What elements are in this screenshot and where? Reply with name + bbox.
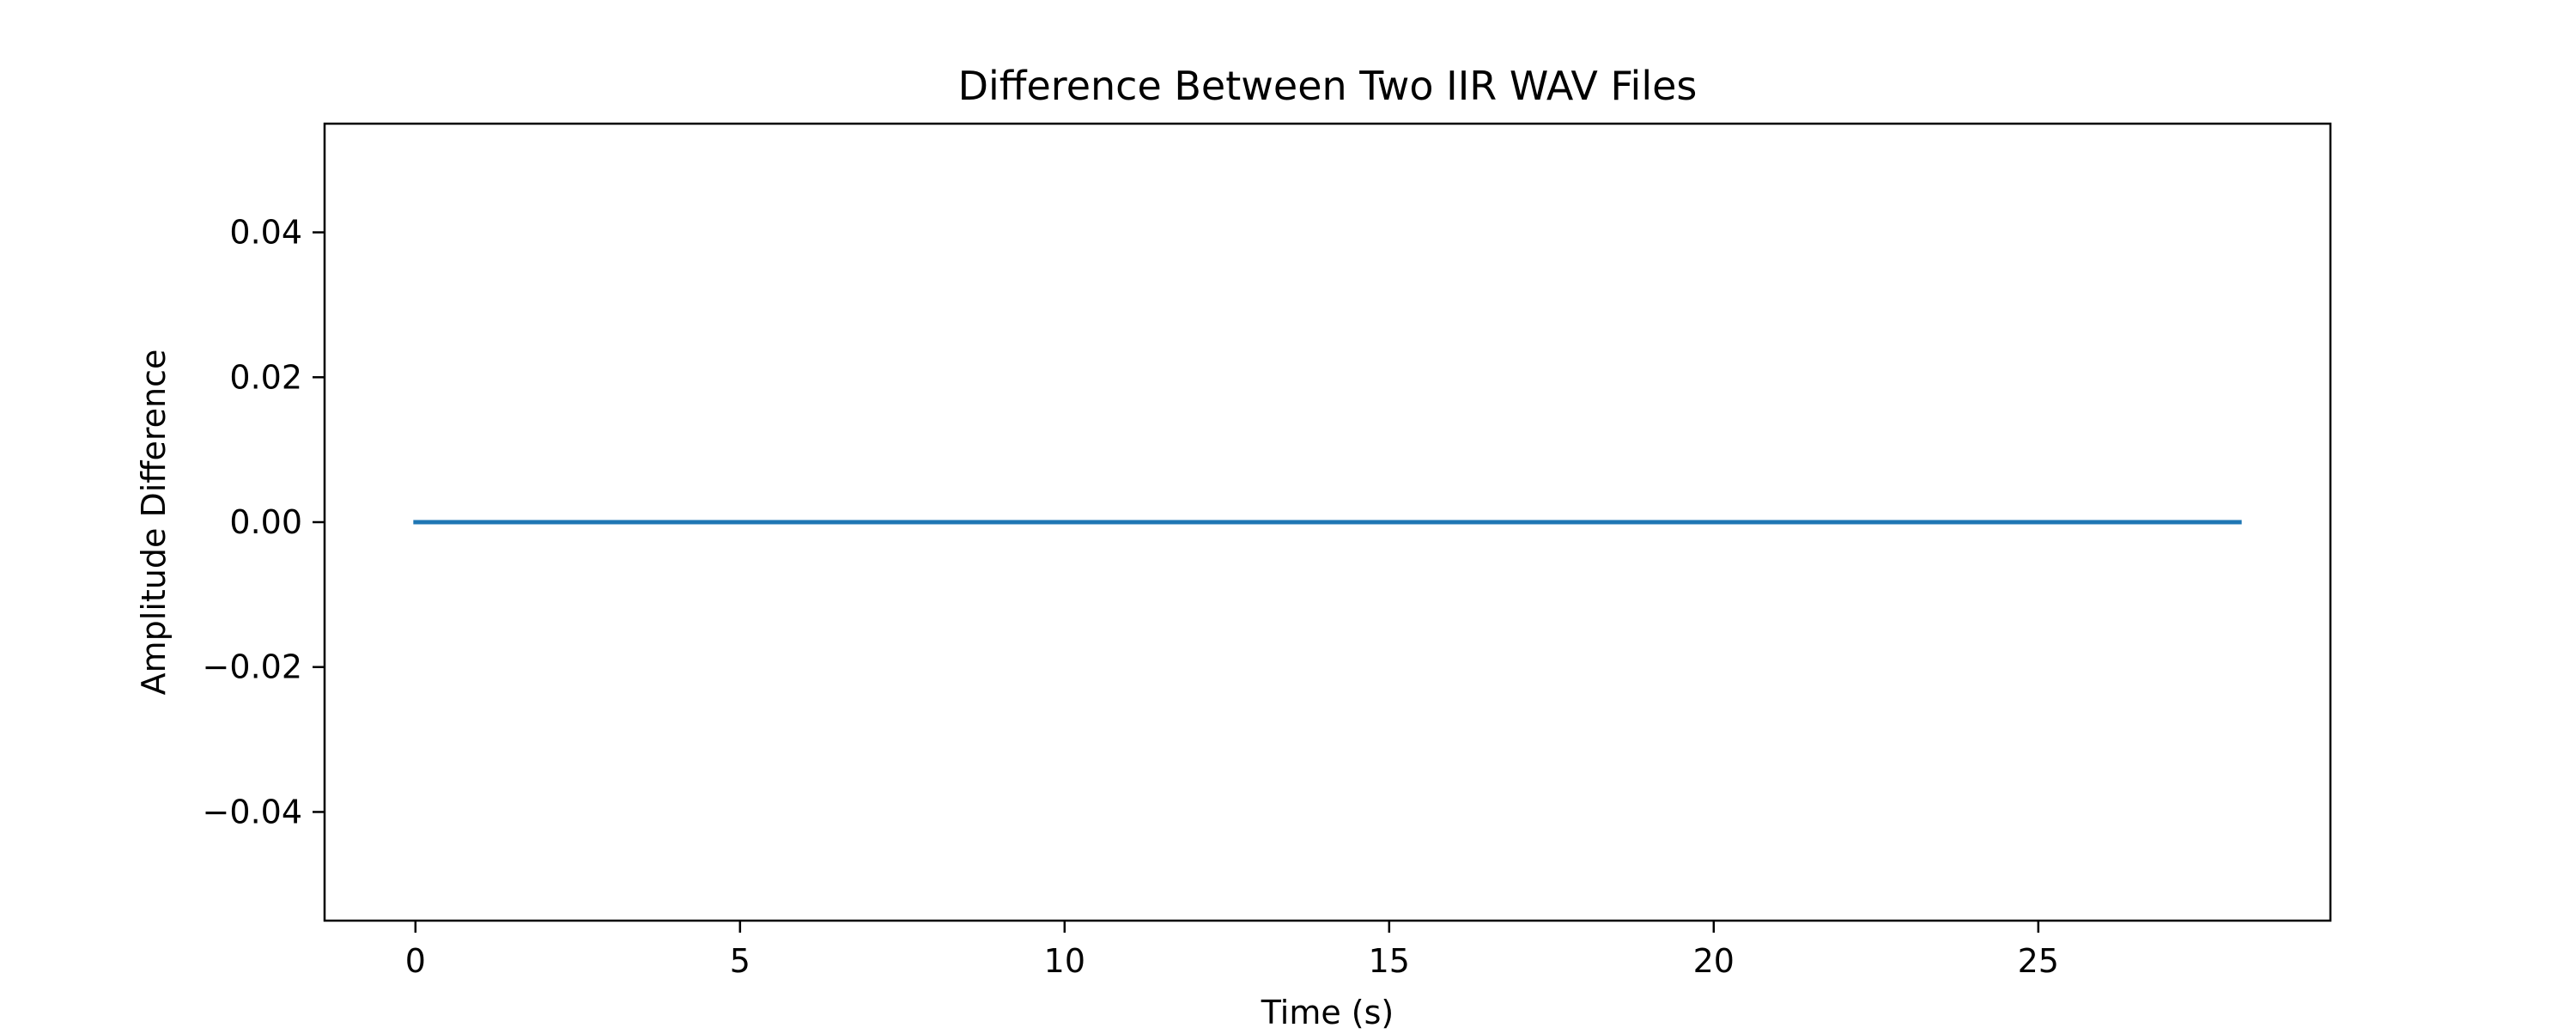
x-tick-label: 10 bbox=[1044, 942, 1085, 980]
x-tick-label: 0 bbox=[405, 942, 426, 980]
y-tick-label: −0.04 bbox=[203, 793, 302, 830]
chart-title: Difference Between Two IIR WAV Files bbox=[958, 63, 1698, 109]
x-axis: 0 5 10 15 20 25 bbox=[405, 921, 2059, 980]
y-axis: 0.04 0.02 0.00 −0.02 −0.04 bbox=[203, 214, 325, 830]
y-tick-label: 0.02 bbox=[229, 358, 302, 396]
y-tick-label: −0.02 bbox=[203, 648, 302, 686]
x-tick-label: 15 bbox=[1369, 942, 1410, 980]
x-tick-label: 20 bbox=[1693, 942, 1735, 980]
x-axis-label: Time (s) bbox=[1261, 994, 1394, 1031]
y-axis-label: Amplitude Difference bbox=[135, 350, 173, 696]
x-tick-label: 5 bbox=[730, 942, 750, 980]
x-tick-label: 25 bbox=[2018, 942, 2059, 980]
y-tick-label: 0.00 bbox=[229, 503, 302, 541]
y-tick-label: 0.04 bbox=[229, 214, 302, 252]
